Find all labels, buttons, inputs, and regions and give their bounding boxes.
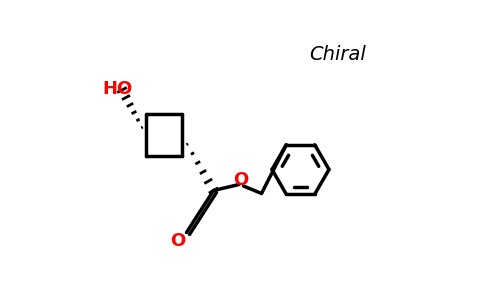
Text: Chiral: Chiral xyxy=(310,44,366,64)
Text: O: O xyxy=(170,232,185,250)
Text: O: O xyxy=(233,171,248,189)
Text: HO: HO xyxy=(103,80,133,98)
